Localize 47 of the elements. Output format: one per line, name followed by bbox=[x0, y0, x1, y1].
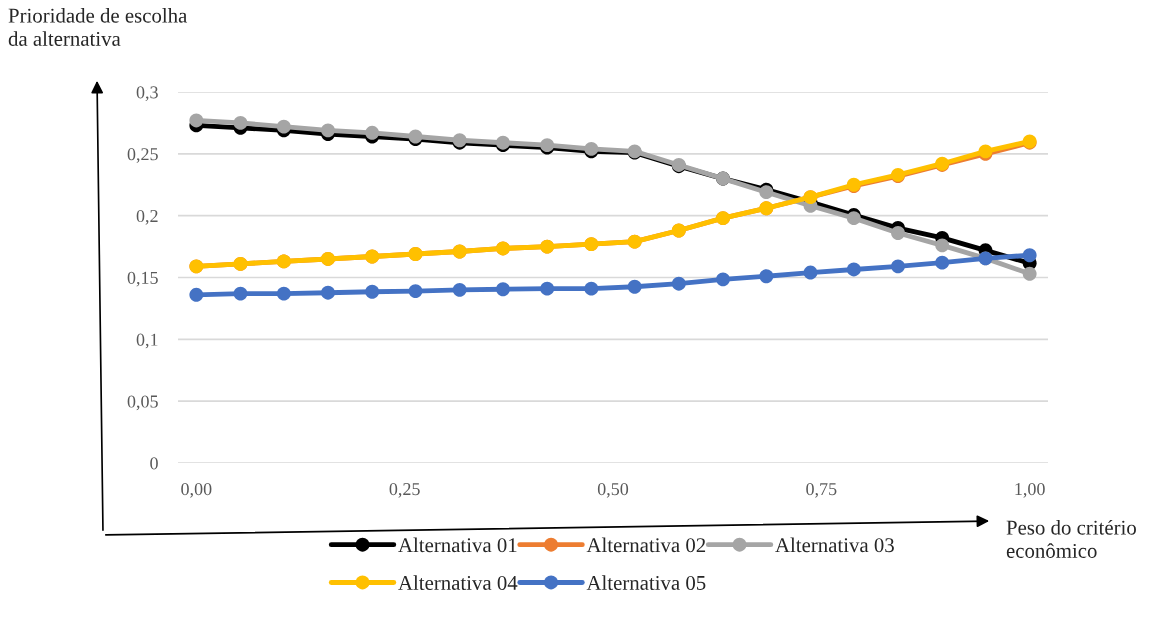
point bbox=[233, 115, 248, 130]
y-tick-label: 0,15 bbox=[127, 271, 158, 287]
x-axis-title: Peso do critério econômico bbox=[1006, 519, 1136, 558]
point bbox=[276, 286, 291, 301]
point bbox=[408, 284, 423, 299]
point bbox=[627, 279, 642, 294]
point bbox=[189, 113, 204, 128]
point bbox=[671, 276, 686, 291]
x-tick-label: 0,00 bbox=[181, 482, 212, 498]
point bbox=[189, 287, 204, 302]
x-tick-label: 0,75 bbox=[806, 482, 837, 498]
point bbox=[803, 265, 818, 280]
point bbox=[233, 286, 248, 301]
point bbox=[365, 125, 380, 140]
y-tick-label: 0,1 bbox=[136, 333, 158, 349]
y-axis-title: Prioridade de escolha da alternativa bbox=[8, 8, 188, 46]
y-tick-label: 0 bbox=[150, 457, 158, 470]
point bbox=[935, 238, 950, 253]
legend-label: Alternativa 02 bbox=[586, 537, 706, 553]
point bbox=[584, 281, 599, 296]
y-tick-label: 0,25 bbox=[127, 148, 158, 163]
legend-label: Alternativa 05 bbox=[586, 575, 706, 590]
point bbox=[1022, 248, 1037, 263]
point bbox=[716, 272, 730, 287]
x-tick-label: 0,50 bbox=[597, 482, 629, 498]
point bbox=[365, 284, 380, 299]
x-tick-label: 0,25 bbox=[389, 482, 420, 498]
point bbox=[846, 211, 861, 226]
y-tick-label: 0,2 bbox=[136, 209, 158, 225]
point bbox=[276, 119, 291, 134]
point bbox=[452, 282, 467, 297]
point bbox=[321, 285, 335, 300]
point bbox=[846, 262, 861, 277]
point bbox=[496, 282, 510, 297]
point bbox=[759, 269, 774, 284]
point bbox=[891, 259, 905, 274]
legend-label: Alternativa 01 bbox=[398, 537, 517, 553]
point bbox=[321, 123, 335, 138]
point bbox=[935, 255, 950, 270]
legend-label: Alternativa 04 bbox=[398, 575, 518, 590]
y-tick-label: 0,3 bbox=[136, 86, 158, 102]
point bbox=[540, 281, 555, 296]
legend-label: Alternativa 03 bbox=[775, 537, 894, 553]
point bbox=[891, 226, 905, 240]
y-tick-label: 0,05 bbox=[127, 395, 158, 411]
point bbox=[1022, 266, 1037, 281]
x-tick-label: 1,00 bbox=[1015, 482, 1045, 498]
